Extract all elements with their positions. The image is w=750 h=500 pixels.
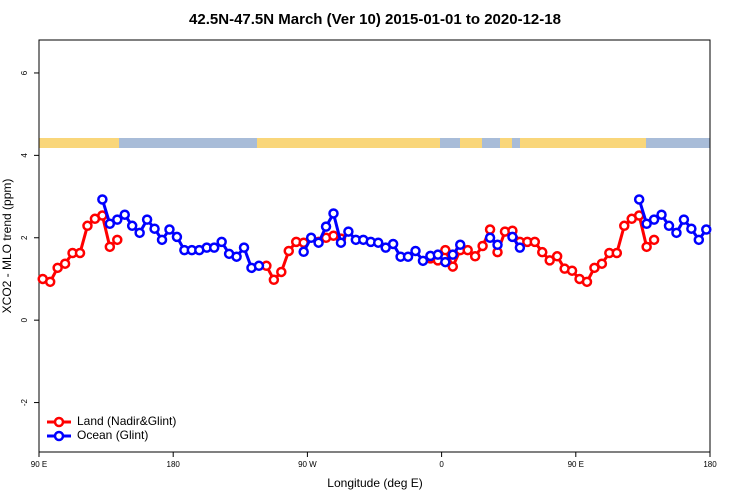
y-tick-label: 6 <box>20 70 29 75</box>
data-point <box>611 247 623 259</box>
data-point <box>313 237 324 248</box>
x-axis-label: Longitude (deg E) <box>327 476 422 490</box>
x-tick-label: 90 E <box>568 460 584 469</box>
data-point <box>440 244 451 256</box>
data-point <box>97 194 108 205</box>
data-point <box>507 231 518 243</box>
data-point <box>141 214 153 225</box>
data-point <box>462 244 473 256</box>
chart-title: 42.5N-47.5N March (Ver 10) 2015-01-01 to… <box>189 11 561 28</box>
data-point <box>298 246 309 258</box>
data-point <box>432 249 444 260</box>
legend-marker <box>53 416 65 428</box>
legend-label: Ocean (Glint) <box>77 428 148 442</box>
data-point <box>484 224 496 235</box>
x-tick-label: 90 E <box>31 460 47 469</box>
data-point <box>544 255 555 266</box>
data-point <box>589 262 600 274</box>
data-point <box>440 256 451 268</box>
data-point <box>305 232 317 244</box>
plot-frame <box>38 39 711 453</box>
data-point <box>387 238 399 250</box>
data-point <box>671 227 682 239</box>
data-point <box>581 276 593 288</box>
data-point <box>477 240 488 252</box>
data-point <box>171 231 183 243</box>
data-point <box>529 236 541 248</box>
data-point <box>641 241 652 253</box>
data-point <box>633 194 645 205</box>
data-point <box>596 258 608 269</box>
data-point <box>253 260 265 272</box>
x-tick-label: 0 <box>439 460 444 469</box>
data-point <box>447 249 459 260</box>
data-point <box>126 220 138 232</box>
data-point <box>693 234 705 246</box>
data-point <box>678 214 690 225</box>
data-point <box>641 218 652 230</box>
x-tick-label: 90 W <box>298 460 317 469</box>
land-mask <box>39 138 710 148</box>
x-tick-label: 180 <box>703 460 717 469</box>
data-point <box>238 242 250 253</box>
data-point <box>134 227 145 239</box>
data-point <box>283 245 295 257</box>
data-point <box>112 234 123 246</box>
data-point <box>447 261 459 272</box>
data-point <box>402 251 414 262</box>
data-point <box>648 214 660 225</box>
data-point <box>119 209 130 220</box>
y-tick-label: 2 <box>20 235 29 240</box>
y-tick-label: 4 <box>20 153 29 158</box>
data-point <box>149 223 160 234</box>
data-point <box>104 241 116 253</box>
y-tick-label: -2 <box>20 398 29 406</box>
data-point <box>566 265 578 276</box>
y-tick-label: 0 <box>20 317 29 322</box>
data-point <box>343 226 354 237</box>
legend-label: Land (Nadir&Glint) <box>77 414 176 428</box>
data-point <box>335 237 347 248</box>
data-point <box>469 251 481 262</box>
y-axis-label: XCO2 - MLO trend (ppm) <box>0 179 14 314</box>
legend-marker <box>53 430 65 442</box>
data-point <box>320 221 332 232</box>
data-point <box>417 255 429 267</box>
data-point <box>112 214 123 225</box>
x-tick-label: 180 <box>167 460 181 469</box>
data-point <box>372 237 384 248</box>
data-point <box>537 246 548 258</box>
data-point <box>276 266 287 278</box>
data-point <box>514 242 526 253</box>
data-point <box>156 234 168 246</box>
data-point <box>104 218 116 230</box>
data-point <box>619 220 630 232</box>
data-point <box>454 239 466 251</box>
data-point <box>268 274 280 286</box>
data-point <box>663 220 675 232</box>
data-point <box>59 258 71 269</box>
data-point <box>648 234 660 246</box>
data-point <box>74 247 86 259</box>
data-point <box>701 224 712 235</box>
data-point <box>492 239 503 251</box>
data-point <box>328 208 339 219</box>
data-point <box>551 251 563 262</box>
data-point <box>216 236 227 248</box>
data-point <box>164 224 175 235</box>
data-point <box>44 276 56 288</box>
data-point <box>82 220 93 232</box>
data-point <box>231 251 242 262</box>
data-point <box>208 242 220 253</box>
data-point <box>484 232 496 244</box>
data-point <box>410 245 421 257</box>
data-point <box>656 209 667 220</box>
data-point <box>52 262 63 274</box>
data-point <box>686 223 697 234</box>
